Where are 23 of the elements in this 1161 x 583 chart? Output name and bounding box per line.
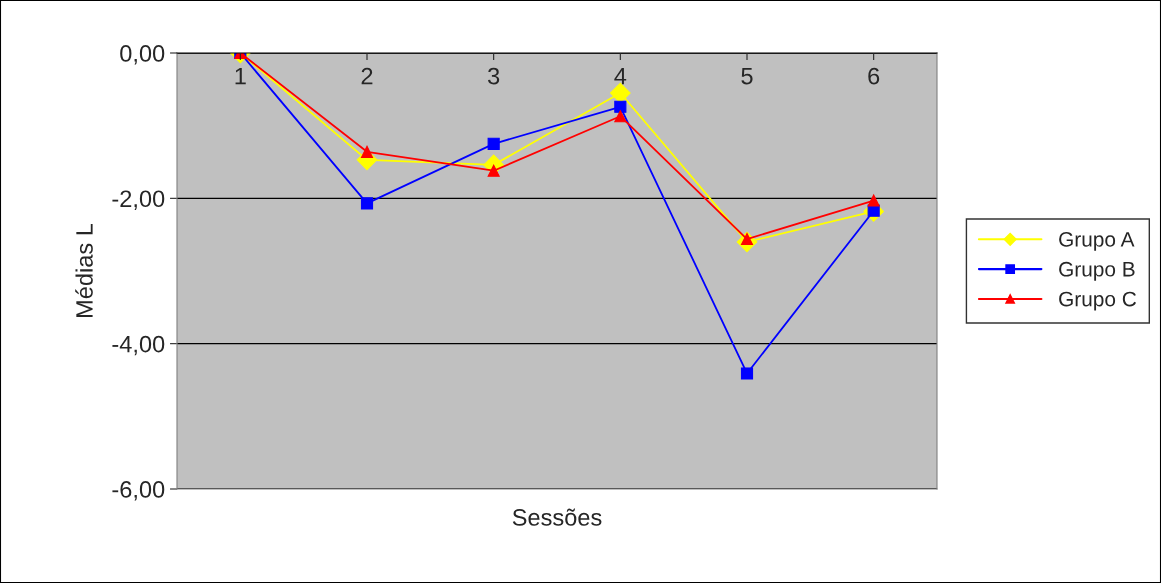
- point: [360, 145, 374, 158]
- point: [867, 194, 880, 207]
- x-tick-label: 1: [235, 67, 246, 85]
- x-tick-label: 3: [488, 67, 500, 85]
- x-tick-label: 2: [361, 67, 373, 85]
- point: [614, 110, 627, 123]
- y-tick-label: -2,00: [112, 190, 165, 210]
- point: [487, 164, 500, 177]
- point: [740, 367, 754, 380]
- x-axis-title: Sessões: [512, 508, 602, 526]
- x-tick-label: 6: [868, 67, 880, 85]
- y-tick-label: -4,00: [112, 335, 165, 356]
- y-tick-label: -6,00: [112, 481, 165, 501]
- x-tick-label: 5: [741, 67, 753, 85]
- point: [614, 100, 627, 113]
- legend-label: Grupo B: [1059, 261, 1135, 281]
- x-tick-label: 4: [614, 67, 627, 85]
- point: [360, 197, 374, 210]
- y-axis-title: Médias L: [75, 223, 93, 317]
- point: [487, 137, 500, 150]
- legend-label: Grupo C: [1059, 291, 1137, 311]
- legend-label: Grupo A: [1059, 232, 1135, 251]
- y-tick-label: 0,00: [120, 45, 165, 65]
